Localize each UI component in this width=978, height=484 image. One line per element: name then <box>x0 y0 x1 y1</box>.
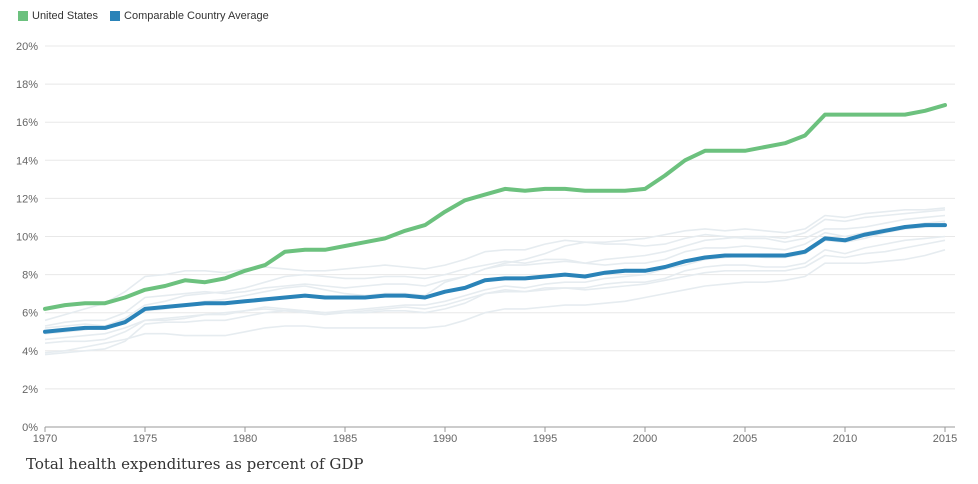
x-tick-label: 1970 <box>33 433 57 445</box>
grid-lines <box>45 45 955 390</box>
x-tick-label: 1995 <box>533 433 557 445</box>
y-tick-label: 14% <box>16 155 38 167</box>
x-tick-label: 1980 <box>233 433 257 445</box>
legend-swatch-united-states <box>18 11 28 21</box>
x-tick-label: 1975 <box>133 433 157 445</box>
x-tick-label: 2015 <box>933 433 957 445</box>
y-tick-label: 20% <box>16 41 38 53</box>
y-tick-label: 2% <box>22 384 38 396</box>
legend-item-united-states[interactable]: United States <box>18 10 98 22</box>
series-lines <box>43 103 947 334</box>
y-tick-label: 18% <box>16 79 38 91</box>
legend-item-comparable-average[interactable]: Comparable Country Average <box>110 10 269 22</box>
x-tick-label: 1985 <box>333 433 357 445</box>
chart-caption: Total health expenditures as percent of … <box>26 455 364 473</box>
x-tick-label: 2010 <box>833 433 857 445</box>
comparable-country-line <box>44 239 946 344</box>
x-tick-label: 1990 <box>433 433 457 445</box>
series-line-united-states[interactable] <box>43 103 947 311</box>
y-tick-label: 16% <box>16 117 38 129</box>
comparable-country-line <box>44 249 946 354</box>
y-tick-label: 8% <box>22 270 38 282</box>
legend: United States Comparable Country Average <box>18 10 281 22</box>
y-tick-label: 4% <box>22 346 38 358</box>
x-axis: 1970 1975 1980 1985 1990 1995 2000 2005 2010 2015 <box>33 426 957 445</box>
y-tick-label: 0% <box>22 422 38 434</box>
legend-swatch-comparable-average <box>110 11 121 21</box>
y-tick-label: 6% <box>22 308 38 320</box>
y-tick-label: 10% <box>16 232 38 244</box>
comparable-country-line <box>44 209 946 327</box>
series-line-comparable-average[interactable] <box>43 223 947 334</box>
x-tick-label: 2005 <box>733 433 757 445</box>
legend-label-comparable-average: Comparable Country Average <box>124 10 269 22</box>
x-tick-label: 2000 <box>633 433 657 445</box>
comparable-country-line <box>44 220 946 335</box>
comparable-country-line <box>44 207 946 322</box>
comparable-country-line <box>44 235 946 356</box>
y-axis-tick-labels: 0% 2% 4% 6% 8% 10% 12% 14% 16% 18% 20% <box>16 41 38 434</box>
y-tick-label: 12% <box>16 193 38 205</box>
legend-label-united-states: United States <box>32 10 99 22</box>
